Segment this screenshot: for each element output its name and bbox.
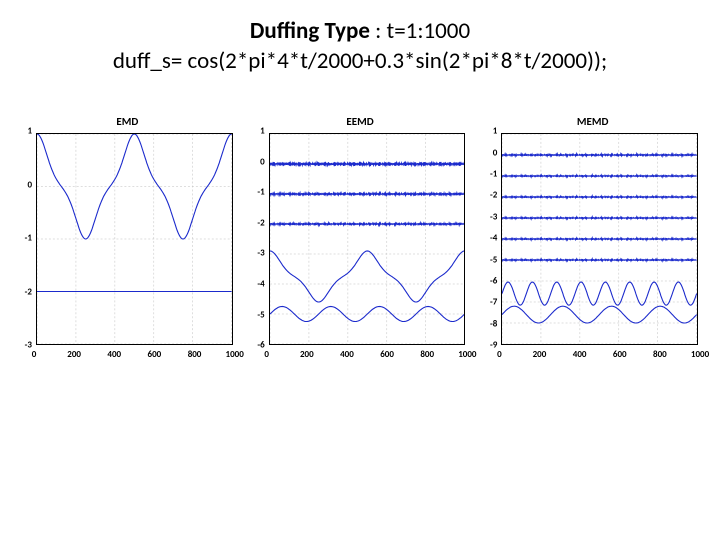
tick-label: 200 <box>67 349 81 360</box>
tick-label: -2 <box>257 217 264 228</box>
page-title: Duffing Type : t=1:1000 <box>0 18 720 46</box>
x-axis-ticks: 02004006008001000 <box>499 347 700 361</box>
title-rest: : t=1:1000 <box>370 17 470 45</box>
tick-label: 800 <box>420 349 434 360</box>
x-axis-ticks: 02004006008001000 <box>34 347 235 361</box>
tick-label: 0 <box>27 179 32 190</box>
chart-frame: 10-1-2-3-4-5-602004006008001000 <box>253 131 468 361</box>
chart-title: MEMD <box>485 115 700 128</box>
tick-label: -5 <box>257 309 264 320</box>
tick-label: 800 <box>653 349 667 360</box>
tick-label: -3 <box>257 248 264 259</box>
tick-label: 400 <box>107 349 121 360</box>
chart-panel: EMD10-1-2-302004006008001000 <box>20 115 235 361</box>
tick-label: 1000 <box>226 349 244 360</box>
tick-label: -4 <box>490 233 497 244</box>
chart-panel: MEMD10-1-2-3-4-5-6-7-8-90200400600800100… <box>485 115 700 361</box>
title-bold: Duffing Type <box>250 17 370 45</box>
tick-label: 1000 <box>691 349 709 360</box>
tick-label: 1000 <box>458 349 476 360</box>
tick-label: -7 <box>490 297 497 308</box>
x-axis-ticks: 02004006008001000 <box>267 347 468 361</box>
tick-label: -5 <box>490 254 497 265</box>
tick-label: -1 <box>490 168 497 179</box>
tick-label: -2 <box>25 286 32 297</box>
chart-frame: 10-1-2-3-4-5-6-7-8-902004006008001000 <box>485 131 700 361</box>
tick-label: 1 <box>260 126 265 137</box>
tick-label: 200 <box>533 349 547 360</box>
tick-label: -1 <box>25 233 32 244</box>
tick-label: 1 <box>27 126 32 137</box>
tick-label: -4 <box>257 279 264 290</box>
tick-label: 400 <box>573 349 587 360</box>
tick-label: 600 <box>613 349 627 360</box>
tick-label: 0 <box>260 156 265 167</box>
tick-label: 1 <box>493 126 498 137</box>
charts-row: EMD10-1-2-302004006008001000EEMD10-1-2-3… <box>0 75 720 361</box>
chart-panel: EEMD10-1-2-3-4-5-602004006008001000 <box>253 115 468 361</box>
tick-label: 800 <box>188 349 202 360</box>
tick-label: 600 <box>380 349 394 360</box>
tick-label: 0 <box>32 349 37 360</box>
tick-label: -8 <box>490 318 497 329</box>
y-axis-ticks: 10-1-2-3 <box>20 131 34 345</box>
tick-label: 400 <box>340 349 354 360</box>
tick-label: 600 <box>148 349 162 360</box>
plot-area <box>501 133 698 345</box>
tick-label: 0 <box>264 349 269 360</box>
tick-label: -3 <box>490 211 497 222</box>
tick-label: 0 <box>493 147 498 158</box>
y-axis-ticks: 10-1-2-3-4-5-6 <box>253 131 267 345</box>
tick-label: -1 <box>257 187 264 198</box>
chart-title: EMD <box>20 115 235 128</box>
formula: duff_s= cos(2*pi*4*t/2000+0.3*sin(2*pi*8… <box>0 48 720 76</box>
y-axis-ticks: 10-1-2-3-4-5-6-7-8-9 <box>485 131 499 345</box>
tick-label: 0 <box>497 349 502 360</box>
plot-area <box>269 133 466 345</box>
chart-title: EEMD <box>253 115 468 128</box>
chart-frame: 10-1-2-302004006008001000 <box>20 131 235 361</box>
tick-label: -6 <box>490 275 497 286</box>
tick-label: 200 <box>300 349 314 360</box>
tick-label: -2 <box>490 190 497 201</box>
plot-area <box>36 133 233 345</box>
